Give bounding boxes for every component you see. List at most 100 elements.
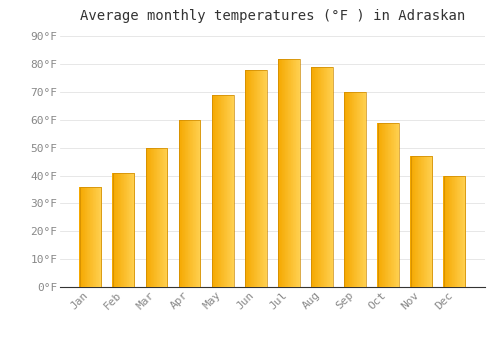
Bar: [361, 92, 362, 287]
Bar: [394, 123, 395, 287]
Bar: [362, 92, 364, 287]
Bar: [419, 156, 420, 287]
Bar: [166, 148, 167, 287]
Bar: [197, 120, 198, 287]
Bar: [425, 156, 426, 287]
Bar: [114, 173, 116, 287]
Bar: [278, 59, 280, 287]
Bar: [414, 156, 415, 287]
Bar: [250, 70, 251, 287]
Bar: [226, 95, 228, 287]
Bar: [124, 173, 125, 287]
Bar: [222, 95, 223, 287]
Bar: [359, 92, 360, 287]
Bar: [325, 67, 326, 287]
Bar: [213, 95, 214, 287]
Bar: [329, 67, 330, 287]
Bar: [297, 59, 298, 287]
Bar: [259, 70, 260, 287]
Bar: [194, 120, 195, 287]
Bar: [258, 70, 259, 287]
Bar: [387, 123, 388, 287]
Bar: [247, 70, 248, 287]
Bar: [255, 70, 256, 287]
Bar: [314, 67, 316, 287]
Bar: [146, 148, 147, 287]
Bar: [311, 67, 312, 287]
Bar: [262, 70, 264, 287]
Bar: [446, 176, 447, 287]
Bar: [216, 95, 217, 287]
Bar: [353, 92, 354, 287]
Bar: [290, 59, 292, 287]
Bar: [431, 156, 432, 287]
Bar: [228, 95, 229, 287]
Bar: [393, 123, 394, 287]
Bar: [364, 92, 365, 287]
Bar: [282, 59, 283, 287]
Bar: [149, 148, 150, 287]
Bar: [196, 120, 197, 287]
Bar: [198, 120, 200, 287]
Bar: [447, 176, 448, 287]
Bar: [218, 95, 219, 287]
Bar: [131, 173, 132, 287]
Bar: [148, 148, 150, 287]
Bar: [410, 156, 411, 287]
Bar: [351, 92, 352, 287]
Bar: [324, 67, 325, 287]
Bar: [190, 120, 192, 287]
Bar: [424, 156, 425, 287]
Bar: [289, 59, 290, 287]
Bar: [316, 67, 317, 287]
Bar: [344, 92, 345, 287]
Bar: [182, 120, 183, 287]
Bar: [286, 59, 287, 287]
Bar: [292, 59, 293, 287]
Bar: [313, 67, 314, 287]
Bar: [192, 120, 194, 287]
Bar: [389, 123, 390, 287]
Bar: [188, 120, 189, 287]
Bar: [224, 95, 225, 287]
Bar: [181, 120, 182, 287]
Bar: [331, 67, 332, 287]
Bar: [411, 156, 412, 287]
Bar: [153, 148, 154, 287]
Bar: [358, 92, 359, 287]
Bar: [384, 123, 386, 287]
Bar: [178, 120, 180, 287]
Bar: [123, 173, 124, 287]
Bar: [183, 120, 184, 287]
Bar: [346, 92, 347, 287]
Bar: [155, 148, 156, 287]
Bar: [452, 176, 453, 287]
Bar: [132, 173, 133, 287]
Bar: [252, 70, 253, 287]
Bar: [195, 120, 196, 287]
Bar: [220, 95, 222, 287]
Bar: [189, 120, 190, 287]
Bar: [330, 67, 331, 287]
Bar: [450, 176, 451, 287]
Bar: [322, 67, 323, 287]
Bar: [319, 67, 320, 287]
Bar: [365, 92, 366, 287]
Bar: [186, 120, 187, 287]
Bar: [354, 92, 356, 287]
Bar: [445, 176, 446, 287]
Bar: [326, 67, 328, 287]
Bar: [214, 95, 216, 287]
Bar: [318, 67, 319, 287]
Bar: [352, 92, 353, 287]
Bar: [423, 156, 424, 287]
Bar: [396, 123, 398, 287]
Bar: [245, 70, 246, 287]
Bar: [219, 95, 220, 287]
Bar: [430, 156, 431, 287]
Bar: [418, 156, 419, 287]
Bar: [80, 187, 81, 287]
Bar: [225, 95, 226, 287]
Bar: [254, 70, 255, 287]
Bar: [380, 123, 381, 287]
